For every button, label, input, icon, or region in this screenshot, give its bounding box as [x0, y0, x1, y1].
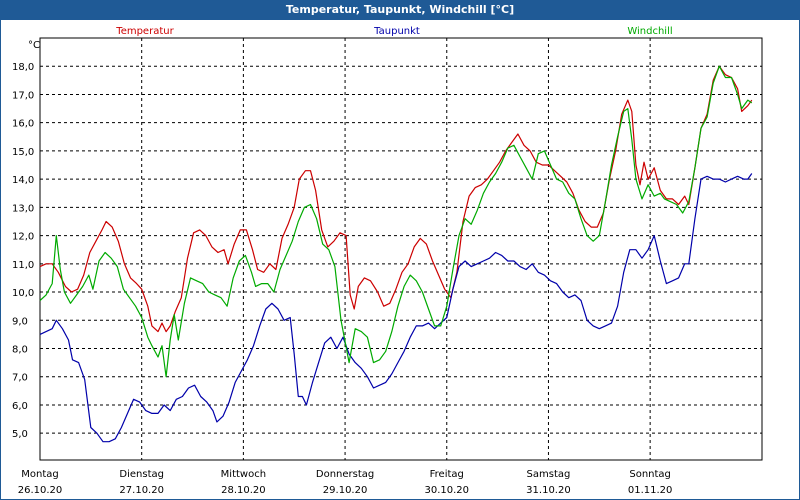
x-date-label: 27.10.20: [119, 485, 164, 496]
x-date-label: 31.10.20: [526, 485, 571, 496]
legend-entry-temperatur: Temperatur: [115, 26, 174, 37]
series-line-temperatur: [39, 65, 753, 333]
y-axis-unit: °C: [28, 40, 40, 51]
y-tick-label: 6,0: [12, 401, 28, 412]
x-day-label: Donnerstag: [316, 469, 374, 480]
y-tick-label: 11,0: [12, 260, 34, 271]
y-tick-label: 8,0: [12, 345, 28, 356]
x-day-label: Freitag: [430, 469, 464, 480]
series-line-taupunkt: [39, 173, 753, 443]
legend-entry-taupunkt: Taupunkt: [373, 26, 420, 37]
y-tick-label: 15,0: [12, 147, 34, 158]
y-tick-label: 18,0: [12, 62, 34, 73]
y-tick-label: 17,0: [12, 90, 34, 101]
x-date-label: 29.10.20: [323, 485, 368, 496]
x-day-label: Sonntag: [629, 469, 671, 480]
y-tick-label: 10,0: [12, 288, 34, 299]
x-day-label: Samstag: [527, 469, 571, 480]
x-date-label: 26.10.20: [18, 485, 63, 496]
y-tick-label: 13,0: [12, 203, 34, 214]
chart-title-bar: Temperatur, Taupunkt, Windchill [°C]: [0, 0, 800, 19]
y-tick-label: 16,0: [12, 119, 34, 130]
y-tick-label: 14,0: [12, 175, 34, 186]
legend-entry-windchill: Windchill: [627, 26, 672, 37]
x-day-label: Montag: [21, 469, 58, 480]
y-tick-label: 9,0: [12, 316, 28, 327]
series-line-windchill: [39, 65, 753, 378]
x-date-label: 01.11.20: [628, 485, 673, 496]
x-day-label: Mittwoch: [221, 469, 266, 480]
y-tick-label: 7,0: [12, 373, 28, 384]
x-date-label: 28.10.20: [221, 485, 266, 496]
x-day-label: Dienstag: [119, 469, 164, 480]
y-tick-label: 12,0: [12, 232, 34, 243]
plot-area-border: [39, 37, 763, 461]
chart-title: Temperatur, Taupunkt, Windchill [°C]: [285, 3, 515, 16]
x-date-label: 30.10.20: [424, 485, 469, 496]
y-tick-label: 5,0: [12, 429, 28, 440]
